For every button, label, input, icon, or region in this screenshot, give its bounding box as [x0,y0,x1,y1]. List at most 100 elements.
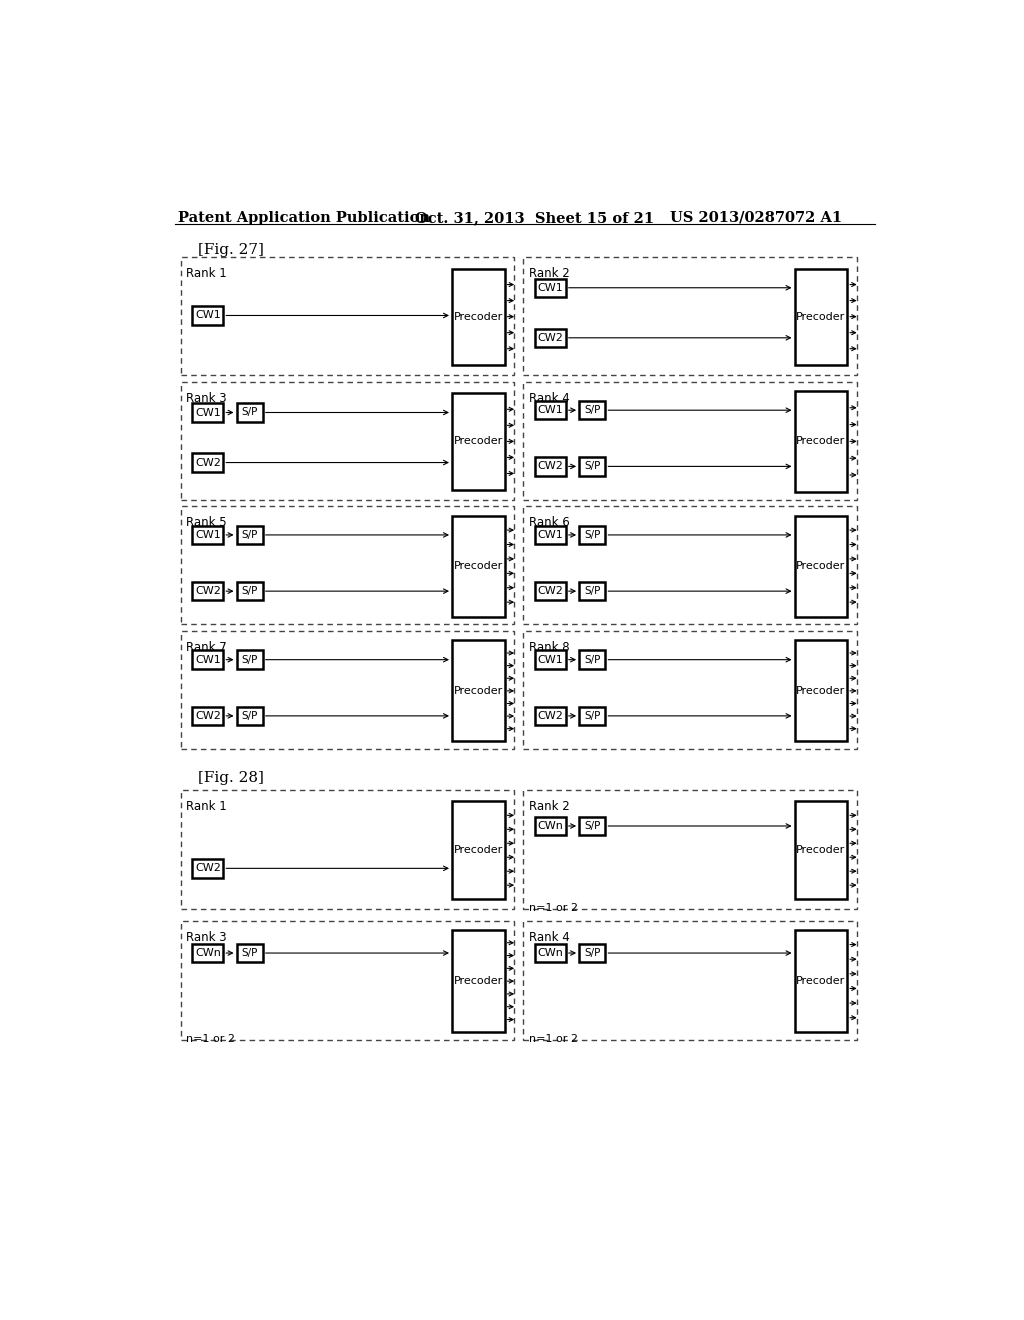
Bar [237,525,263,544]
Text: Oct. 31, 2013  Sheet 15 of 21: Oct. 31, 2013 Sheet 15 of 21 [415,211,654,224]
Bar [193,404,223,422]
Bar [579,944,605,962]
Bar [180,507,514,624]
Text: S/P: S/P [242,529,258,540]
Text: Precoder: Precoder [797,845,846,855]
Text: Rank 6: Rank 6 [528,516,569,529]
Bar [193,859,223,878]
Bar [579,706,605,725]
Text: Precoder: Precoder [797,561,846,572]
Bar [237,582,263,601]
Text: S/P: S/P [242,408,258,417]
Text: Patent Application Publication: Patent Application Publication [178,211,430,224]
Text: Precoder: Precoder [454,845,503,855]
Text: Precoder: Precoder [454,561,503,572]
Text: Precoder: Precoder [454,977,503,986]
Bar [193,706,223,725]
Text: S/P: S/P [584,586,600,597]
Text: S/P: S/P [242,586,258,597]
Text: CWn: CWn [195,948,221,958]
Text: Rank 3: Rank 3 [186,931,226,944]
Text: n=1 or 2: n=1 or 2 [528,1034,578,1044]
Text: S/P: S/P [584,405,600,416]
Bar [193,582,223,601]
Text: Precoder: Precoder [797,686,846,696]
Bar [579,457,605,475]
Text: CW1: CW1 [538,655,563,665]
Text: Precoder: Precoder [797,437,846,446]
Text: CW1: CW1 [538,405,563,416]
Bar [523,789,856,909]
Bar [795,391,847,492]
Bar [535,706,566,725]
Text: Rank 7: Rank 7 [186,642,227,655]
Bar [535,817,566,836]
Bar [795,801,847,899]
Bar [523,921,856,1040]
Bar [237,944,263,962]
Bar [193,651,223,669]
Text: CW1: CW1 [538,529,563,540]
Text: S/P: S/P [584,655,600,665]
Text: CWn: CWn [538,821,563,832]
Text: CW1: CW1 [538,282,563,293]
Text: CW2: CW2 [195,863,221,874]
Text: S/P: S/P [242,655,258,665]
Bar [452,929,505,1032]
Bar [523,257,856,375]
Text: Rank 1: Rank 1 [186,267,227,280]
Text: Rank 3: Rank 3 [186,392,226,405]
Bar [180,921,514,1040]
Text: Precoder: Precoder [454,437,503,446]
Text: S/P: S/P [242,948,258,958]
Text: CWn: CWn [538,948,563,958]
Text: n=1 or 2: n=1 or 2 [186,1034,236,1044]
Bar [535,279,566,297]
Bar [193,306,223,325]
Text: Rank 4: Rank 4 [528,931,569,944]
Text: CW2: CW2 [538,462,563,471]
Bar [180,381,514,499]
Text: CW2: CW2 [538,586,563,597]
Bar [452,268,505,364]
Bar [579,651,605,669]
Text: Rank 1: Rank 1 [186,800,227,813]
Text: CW2: CW2 [195,711,221,721]
Text: S/P: S/P [584,462,600,471]
Text: S/P: S/P [584,821,600,832]
Bar [452,516,505,616]
Text: CW1: CW1 [195,408,221,417]
Bar [579,817,605,836]
Bar [180,789,514,909]
Bar [535,944,566,962]
Bar [180,257,514,375]
Bar [180,631,514,748]
Text: CW2: CW2 [538,711,563,721]
Text: CW2: CW2 [538,333,563,343]
Bar [535,401,566,420]
Bar [193,453,223,471]
Text: n=1 or 2: n=1 or 2 [528,903,578,913]
Bar [795,516,847,616]
Text: Rank 8: Rank 8 [528,642,569,655]
Text: Precoder: Precoder [797,977,846,986]
Text: S/P: S/P [242,711,258,721]
Text: S/P: S/P [584,711,600,721]
Bar [193,525,223,544]
Bar [452,640,505,742]
Text: Precoder: Precoder [797,312,846,322]
Text: S/P: S/P [584,948,600,958]
Bar [523,381,856,499]
Text: Rank 5: Rank 5 [186,516,226,529]
Bar [523,631,856,748]
Text: CW1: CW1 [195,655,221,665]
Bar [535,457,566,475]
Text: S/P: S/P [584,529,600,540]
Bar [535,582,566,601]
Text: CW2: CW2 [195,586,221,597]
Text: [Fig. 27]: [Fig. 27] [198,243,263,257]
Bar [579,525,605,544]
Bar [579,582,605,601]
Bar [237,404,263,422]
Bar [523,507,856,624]
